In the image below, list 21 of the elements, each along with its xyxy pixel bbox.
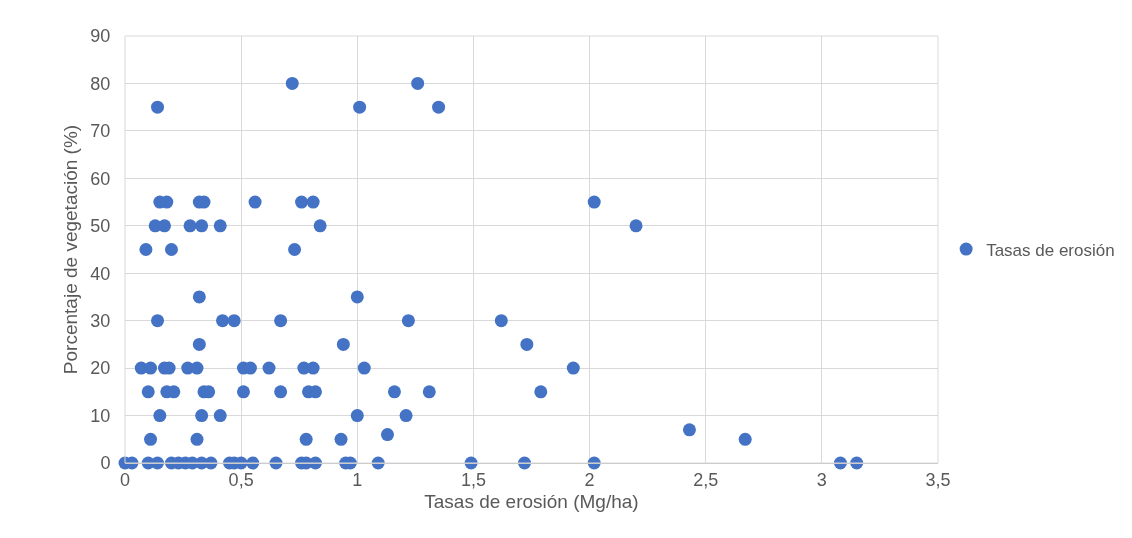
x-tick-label: 1,5 bbox=[460, 469, 486, 490]
y-tick-label: 90 bbox=[90, 26, 111, 47]
y-tick-label: 40 bbox=[90, 263, 111, 284]
y-tick-label: 80 bbox=[90, 73, 111, 94]
y-tick-label: 20 bbox=[90, 358, 111, 379]
x-tick-label: 3,5 bbox=[925, 469, 951, 490]
x-tick-label: 0,5 bbox=[228, 469, 254, 490]
y-tick-label: 70 bbox=[90, 121, 111, 142]
y-axis-title: Porcentaje de vegetación (%) bbox=[60, 124, 81, 375]
x-axis-title: Tasas de erosión (Mg/ha) bbox=[424, 491, 639, 513]
x-tick-label: 2,5 bbox=[693, 469, 719, 490]
y-tick-label: 60 bbox=[90, 168, 111, 189]
x-tick-label: 2 bbox=[584, 469, 595, 490]
y-tick-label: 30 bbox=[90, 310, 111, 331]
y-tick-label: 10 bbox=[90, 405, 111, 426]
y-tick-label: 50 bbox=[90, 216, 111, 237]
x-tick-label: 3 bbox=[816, 469, 827, 490]
x-tick-label: 1 bbox=[352, 469, 363, 490]
x-tick-label: 0 bbox=[119, 469, 131, 490]
legend-label: Tasas de erosión bbox=[986, 240, 1115, 260]
y-tick-label: 0 bbox=[100, 453, 111, 474]
